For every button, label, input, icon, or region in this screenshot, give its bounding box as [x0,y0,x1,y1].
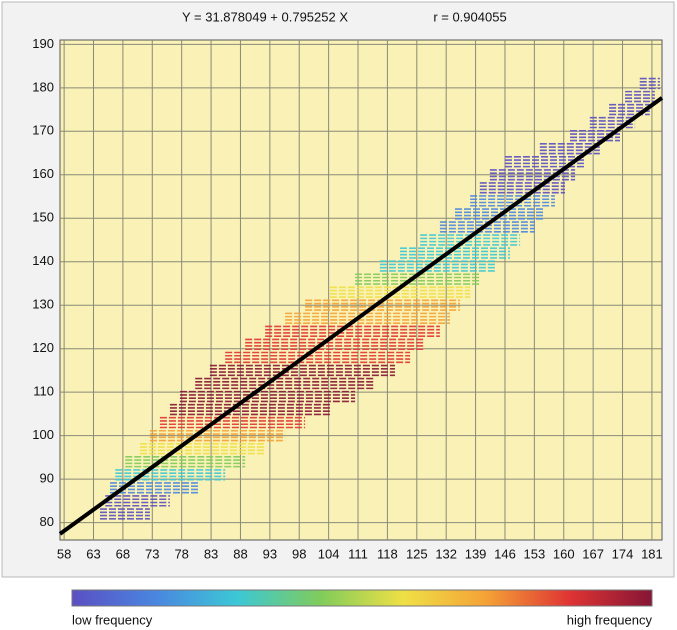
x-tick-label: 167 [582,546,604,561]
density-row [539,143,600,155]
regression-line [58,96,664,536]
y-tick-label: 140 [32,253,54,268]
density-row [149,429,286,442]
density-row [159,416,306,429]
y-tick-label: 170 [32,123,54,138]
y-tick-label: 130 [32,297,54,312]
y-tick-label: 120 [32,340,54,355]
density-row [209,364,395,377]
x-tick-label: 160 [553,546,575,561]
y-tick-label: 80 [40,514,54,529]
y-tick-label: 190 [32,36,54,51]
x-tick-label: 98 [292,546,306,561]
density-row [179,390,356,403]
density-row [245,338,425,351]
x-tick-label: 88 [233,546,247,561]
density-row [99,508,150,520]
density-row [625,90,655,103]
density-row [265,325,440,337]
y-tick-label: 150 [32,210,54,225]
density-row [225,351,411,364]
x-tick-label: 181 [641,546,663,561]
equation: Y = 31.878049 + 0.795252 X [182,9,348,24]
density-row [105,495,170,507]
colorbar-low-label: low frequency [72,612,153,627]
density-row [329,286,471,298]
y-tick-label: 110 [33,384,54,399]
density-row [504,156,585,168]
y-tick-label: 100 [32,427,54,442]
x-tick-label: 78 [174,546,188,561]
y-tick-label: 90 [40,471,54,486]
density-row [355,273,480,285]
x-tick-label: 58 [57,546,71,561]
density-row [489,169,576,181]
x-tick-label: 63 [86,546,100,561]
colorbar [71,589,653,607]
density-row [195,377,375,390]
x-tick-label: 139 [465,546,487,561]
density-row [455,208,545,220]
x-tick-label: 153 [524,546,546,561]
density-row [379,260,495,272]
x-tick-label: 118 [377,546,398,561]
r-label: r = 0.904055 [433,9,506,24]
x-tick-label: 68 [116,546,130,561]
density-row [639,77,660,90]
density-row [479,182,566,194]
x-tick-label: 104 [318,546,340,561]
x-tick-label: 83 [204,546,218,561]
x-tick-label: 146 [494,546,516,561]
x-tick-label: 93 [263,546,277,561]
x-tick-label: 111 [348,546,368,561]
x-tick-label: 174 [612,546,634,561]
density-row [285,312,450,324]
x-tick-label: 73 [145,546,159,561]
y-tick-label: 180 [32,79,54,94]
x-tick-label: 125 [406,546,428,561]
x-tick-label: 132 [435,546,457,561]
density-row [125,456,246,468]
density-row [139,443,266,455]
y-tick-label: 160 [32,166,54,181]
colorbar-high-label: high frequency [567,612,653,627]
